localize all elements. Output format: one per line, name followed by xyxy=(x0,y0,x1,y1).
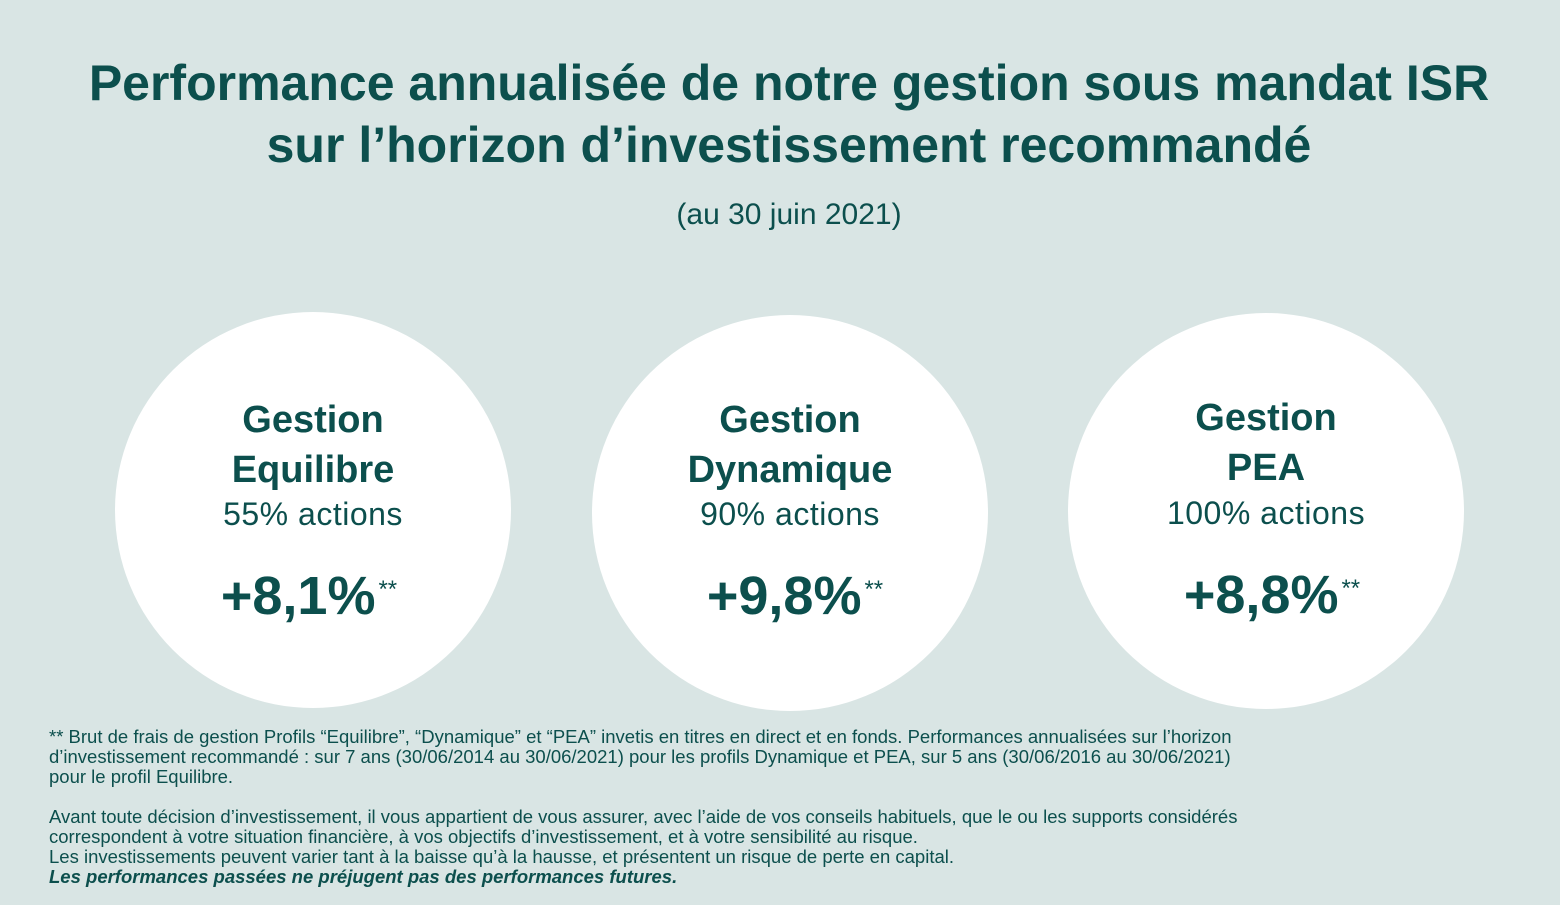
performance-value: +9,8% xyxy=(706,566,862,626)
profile-name-line-1: Gestion xyxy=(1195,397,1337,439)
footnote-marker: ** xyxy=(1341,575,1361,602)
page-title-line-1: Performance annualisée de notre gestion … xyxy=(88,55,1490,111)
profile-allocation: 55% actions xyxy=(223,496,403,532)
profile-name-line-1: Gestion xyxy=(719,399,861,441)
date-subtitle: (au 30 juin 2021) xyxy=(676,198,902,231)
performance-value: +8,1% xyxy=(220,566,376,626)
profile-performance-row: +9,8% ** xyxy=(592,564,988,628)
disclaimer-line: correspondent à votre situation financiè… xyxy=(49,826,918,847)
profile-card-dynamique: Gestion Dynamique 90% actions +9,8% ** xyxy=(592,315,988,711)
profile-name-line-2: Dynamique xyxy=(687,449,893,491)
page-title-line-2: sur l’horizon d’investissement recommand… xyxy=(266,117,1312,173)
risk-disclaimer: Avant toute décision d’investissement, i… xyxy=(49,807,1529,887)
performance-value: +8,8% xyxy=(1183,565,1339,625)
profile-allocation: 90% actions xyxy=(700,496,880,532)
profile-performance-row: +8,8% ** xyxy=(1068,563,1464,627)
disclaimer-line: Les investissements peuvent varier tant … xyxy=(49,846,954,867)
footnote-line: d’investissement recommandé : sur 7 ans … xyxy=(49,746,1231,767)
fees-footnote: ** Brut de frais de gestion Profils “Equ… xyxy=(49,727,1529,787)
footnote-line: pour le profil Equilibre. xyxy=(49,766,234,787)
profile-name-line-1: Gestion xyxy=(242,399,384,441)
profile-allocation: 100% actions xyxy=(1166,495,1366,531)
past-performance-warning: Les performances passées ne préjugent pa… xyxy=(49,866,678,887)
footnote-line: ** Brut de frais de gestion Profils “Equ… xyxy=(49,726,1232,747)
profile-name-line-2: PEA xyxy=(1226,447,1306,489)
footnote-marker: ** xyxy=(864,576,884,603)
profile-performance-row: +8,1% ** xyxy=(115,564,511,628)
profile-card-pea: Gestion PEA 100% actions +8,8% ** xyxy=(1068,313,1464,709)
footnote-marker: ** xyxy=(378,576,398,603)
profile-name-line-2: Equilibre xyxy=(231,449,395,491)
profile-card-equilibre: Gestion Equilibre 55% actions +8,1% ** xyxy=(115,312,511,708)
disclaimer-line: Avant toute décision d’investissement, i… xyxy=(49,806,1238,827)
